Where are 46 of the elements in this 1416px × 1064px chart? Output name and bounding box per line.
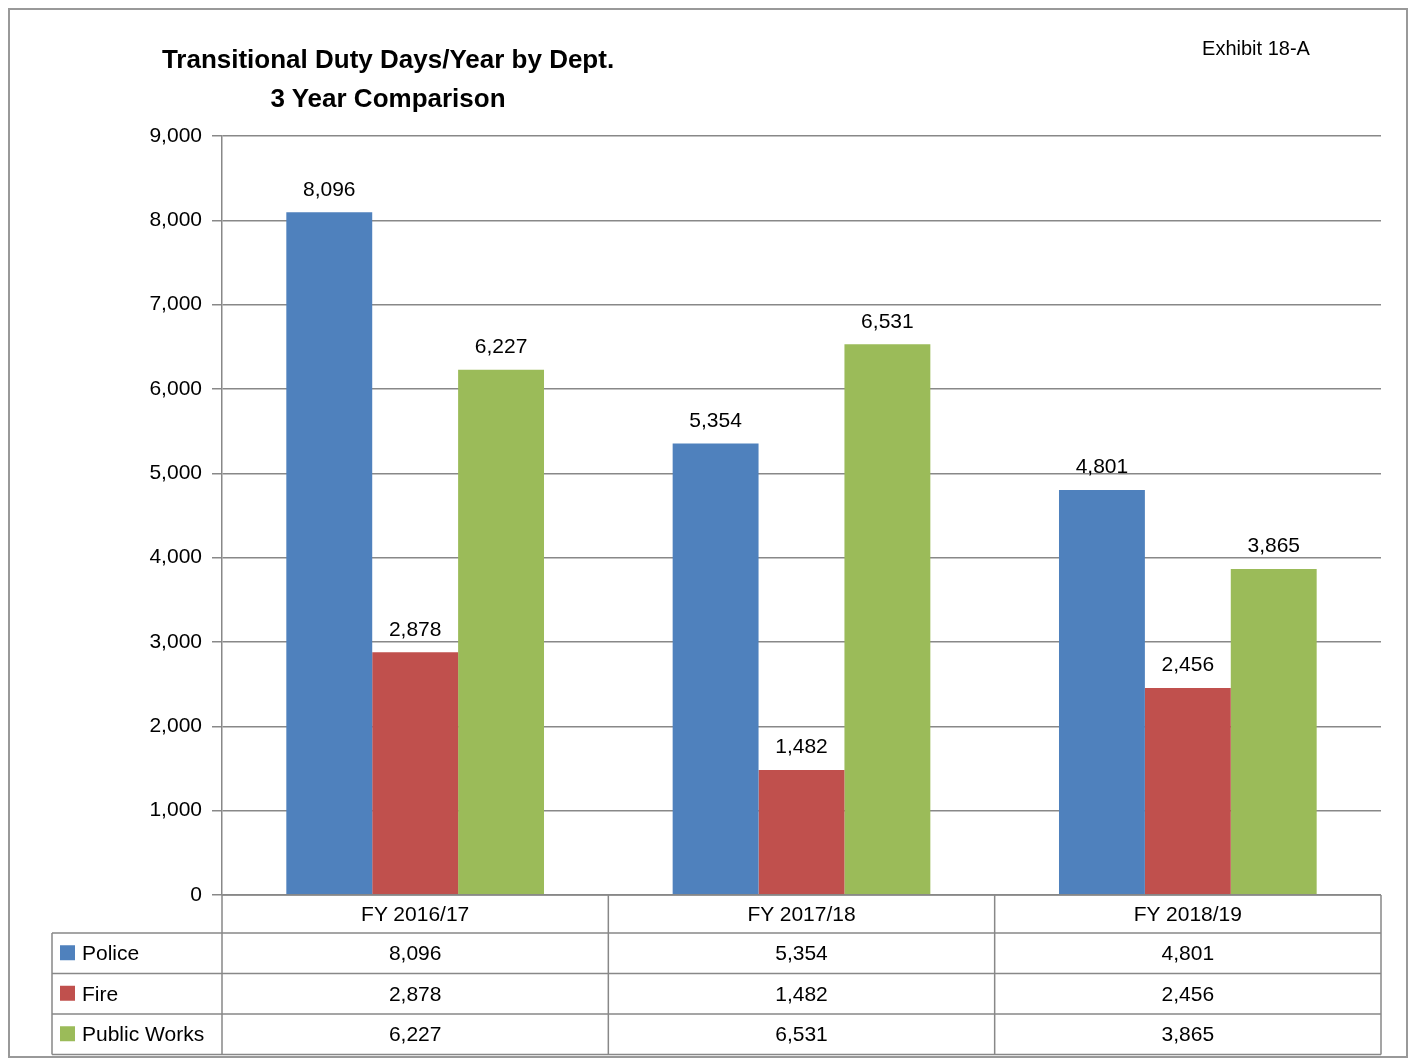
x-tick-label: FY 2016/17 [361,901,470,925]
text: 2,878 [388,616,442,640]
data-label: 6,531 [775,1022,828,1046]
x-tick-label: FY 2017/18 [747,901,856,925]
bar [844,344,931,895]
data-label: 6,227 [388,1022,442,1046]
bar [286,212,373,895]
text: 3,865 [1247,533,1301,557]
data-label: 4,801 [1161,941,1215,965]
chart-title: Transitional Duty Days/Year by Dept. [161,44,615,75]
bar [672,443,759,895]
chart-subtitle: 3 Year Comparison [270,83,506,114]
data-label: 2,878 [388,981,442,1005]
legend-label: Fire [82,981,119,1005]
y-tick-label: 5,000 [149,460,202,484]
y-tick-label: 7,000 [149,291,202,315]
y-tick-label: 8,000 [149,207,202,231]
bar [458,369,545,895]
y-tick-label: 6,000 [149,375,202,399]
bar [758,770,845,895]
legend-label: Police [82,941,140,965]
data-label: 3,865 [1161,1022,1215,1046]
y-tick-label: 4,000 [149,544,202,568]
text: 8,096 [302,176,356,200]
bar [372,652,459,895]
bar [1058,490,1145,895]
bar [1230,569,1317,895]
text: 1,482 [775,734,828,758]
x-tick-label: FY 2018/19 [1133,901,1242,925]
text: 5,354 [689,407,742,431]
text: 2,456 [1161,652,1215,676]
y-tick-label: 1,000 [149,797,202,821]
text: 6,227 [474,334,528,358]
y-tick-label: 3,000 [149,628,202,652]
y-tick-label: 0 [190,881,202,905]
data-label: 1,482 [775,981,828,1005]
data-label: 8,096 [388,941,442,965]
legend-label: Public Works [82,1022,205,1046]
text: Exhibit 18-A [1202,36,1311,59]
y-tick-label: 2,000 [149,713,202,737]
data-label: 5,354 [775,941,829,965]
data-label: 2,456 [1161,981,1215,1005]
y-tick-label: 9,000 [149,122,202,146]
text: 4,801 [1075,454,1129,478]
bar [1144,687,1231,895]
text: 6,531 [861,308,914,332]
